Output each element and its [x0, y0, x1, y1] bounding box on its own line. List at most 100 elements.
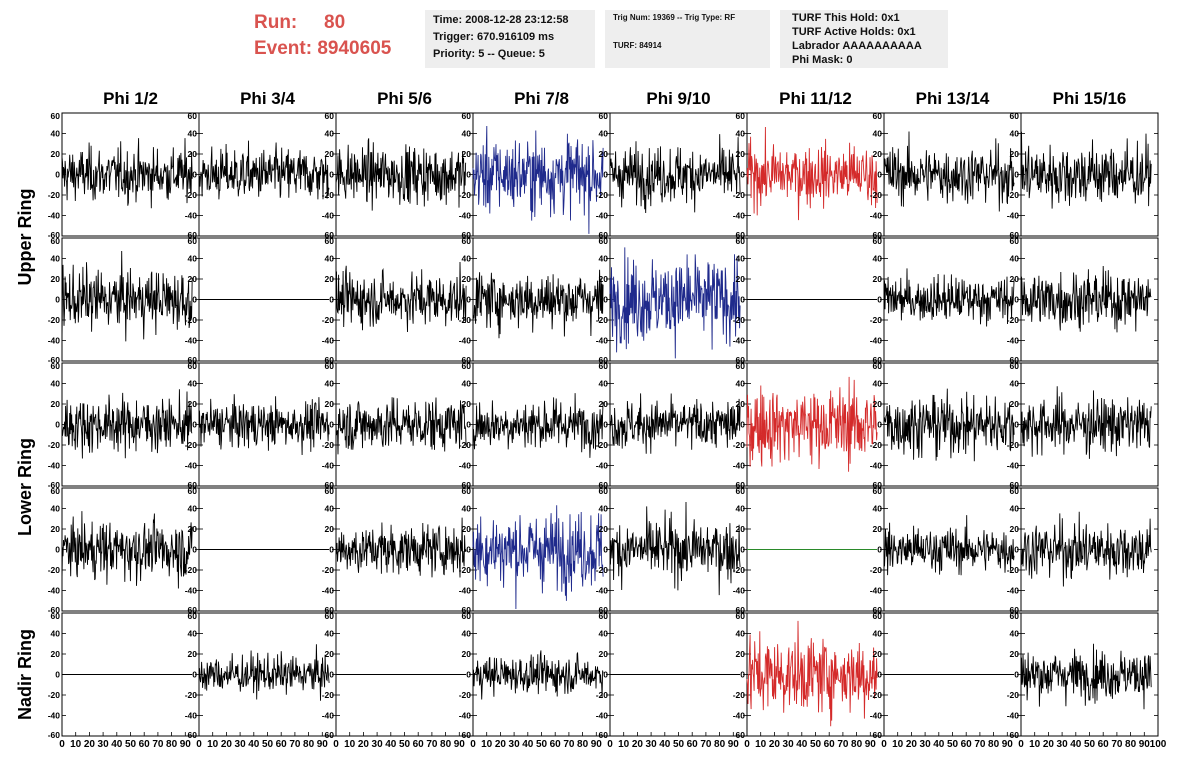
x-tick-label: 90	[865, 739, 877, 750]
y-tick-label: 0	[466, 670, 471, 680]
y-tick-label: 20	[325, 524, 335, 534]
y-tick-label: 40	[599, 629, 609, 639]
x-tick-label: 20	[906, 739, 918, 750]
y-tick-label: 0	[329, 170, 334, 180]
y-tick-label: 60	[188, 486, 198, 496]
y-tick-label: -40	[1007, 336, 1020, 346]
trigger-info-box: Trig Num: 19369 -- Trig Type: RF TURF: 8…	[605, 10, 770, 68]
y-tick-label: 60	[599, 236, 609, 246]
y-tick-label: -20	[48, 440, 61, 450]
y-tick-label: 20	[188, 524, 198, 534]
y-tick-label: 0	[192, 420, 197, 430]
waveform-trace	[198, 394, 330, 456]
y-tick-label: 20	[736, 399, 746, 409]
y-tick-label: -20	[1007, 565, 1020, 575]
row-3: 60 40 20 0 -20 -40 -60 60 40 20 0 -20 -40 -60 60 40 20 0 -…	[48, 361, 1159, 490]
y-tick-label: -20	[1007, 315, 1020, 325]
column-header-8: Phi 15/16	[1053, 89, 1127, 108]
x-tick-label: 50	[673, 739, 685, 750]
y-tick-label: 0	[55, 420, 60, 430]
y-tick-label: -40	[48, 711, 61, 721]
y-tick-label: -60	[48, 605, 61, 615]
x-tick-label: 0	[1018, 739, 1024, 750]
event-label: Event:	[254, 38, 313, 59]
waveform-trace	[472, 125, 604, 234]
y-tick-label: -60	[48, 230, 61, 240]
x-tick-label: 80	[440, 739, 452, 750]
y-tick-label: 20	[325, 274, 335, 284]
row-1: 60 40 20 0 -20 -40 -60 60 40 20 0 -20 -40 -60 60 40 20 0 -…	[48, 111, 1159, 240]
y-tick-label: -40	[1007, 461, 1020, 471]
x-tick-label: 20	[769, 739, 781, 750]
y-tick-label: 60	[1010, 486, 1020, 496]
y-tick-label: -40	[596, 461, 609, 471]
y-tick-label: -60	[322, 355, 335, 365]
y-tick-label: -60	[185, 730, 198, 740]
x-tick-label: 10	[892, 739, 904, 750]
panel-r3-c1: 60 40 20 0 -20 -40 -60	[48, 361, 200, 490]
y-tick-label: -20	[459, 565, 472, 575]
x-tick-label: 80	[714, 739, 726, 750]
y-tick-label: 20	[599, 399, 609, 409]
panel-r3-c7: 60 40 20 0 -20 -40 -60	[870, 361, 1022, 490]
y-tick-label: 20	[1010, 399, 1020, 409]
y-tick-label: -60	[185, 230, 198, 240]
y-tick-label: -60	[733, 480, 746, 490]
x-tick-label: 80	[303, 739, 315, 750]
x-tick-label: 70	[289, 739, 301, 750]
panel-r5-c2: 60 40 20 0 -20 -40 -60	[185, 611, 337, 740]
y-tick-label: -40	[185, 336, 198, 346]
waveform-trace	[1020, 643, 1152, 710]
y-tick-label: 0	[192, 295, 197, 305]
waveform-trace	[335, 138, 467, 211]
x-tick-label: 80	[1125, 739, 1137, 750]
waveform-trace	[61, 250, 193, 342]
panel-r2-c3: 60 40 20 0 -20 -40 -60	[322, 236, 474, 365]
panel-r1-c8: 60 40 20 0 -20 -40 -60	[1007, 111, 1159, 240]
waveform-trace	[746, 620, 878, 727]
y-tick-label: -40	[870, 586, 883, 596]
waveform-trace	[609, 247, 741, 359]
event-value: 8940605	[317, 38, 392, 59]
y-tick-label: -60	[870, 355, 883, 365]
y-tick-label: 60	[325, 486, 335, 496]
y-tick-label: 20	[1010, 524, 1020, 534]
y-tick-label: -60	[185, 355, 198, 365]
turf-this-hold: TURF This Hold: 0x1	[792, 12, 900, 24]
priority-line: Priority: 5 -- Queue: 5	[433, 48, 545, 60]
x-tick-label: 20	[358, 739, 370, 750]
waveform-trace	[883, 268, 1015, 327]
y-tick-label: -60	[1007, 355, 1020, 365]
y-tick-label: 20	[1010, 649, 1020, 659]
y-tick-label: -20	[48, 315, 61, 325]
x-tick-label: 10	[207, 739, 219, 750]
panel-r3-c8: 60 40 20 0 -20 -40 -60	[1007, 361, 1159, 490]
y-tick-label: 40	[599, 379, 609, 389]
y-tick-label: 0	[1014, 545, 1019, 555]
row-5: 60 40 20 0 -20 -40 -60 60 40 20 0 -20 -40 -60 60 40 20 0 -…	[48, 611, 1159, 740]
panel-r1-c6: 60 40 20 0 -20 -40 -60	[733, 111, 885, 240]
column-header-6: Phi 11/12	[779, 89, 852, 108]
y-tick-label: -20	[733, 315, 746, 325]
time-info-box: Time: 2008-12-28 23:12:58 Trigger: 670.9…	[425, 10, 595, 68]
x-tick-label: 60	[413, 739, 425, 750]
y-tick-label: -40	[1007, 586, 1020, 596]
run-line: Run: 80	[254, 10, 391, 36]
y-tick-label: 0	[877, 545, 882, 555]
y-tick-label: -40	[733, 336, 746, 346]
y-tick-label: 60	[51, 236, 61, 246]
y-tick-label: 0	[329, 295, 334, 305]
time-line: Time: 2008-12-28 23:12:58	[433, 14, 569, 26]
y-tick-label: -60	[596, 230, 609, 240]
waveform-trace	[472, 269, 604, 339]
y-tick-label: -20	[1007, 440, 1020, 450]
x-tick-label: 10	[755, 739, 767, 750]
y-tick-label: 60	[873, 361, 883, 371]
y-tick-label: -40	[185, 711, 198, 721]
y-tick-label: -20	[870, 315, 883, 325]
y-tick-label: 40	[736, 629, 746, 639]
event-line: Event: 8940605	[254, 36, 391, 62]
y-tick-label: -40	[459, 336, 472, 346]
column-header-2: Phi 3/4	[240, 89, 295, 108]
panel-r2-c6: 60 40 20 0 -20 -40 -60	[733, 236, 885, 365]
